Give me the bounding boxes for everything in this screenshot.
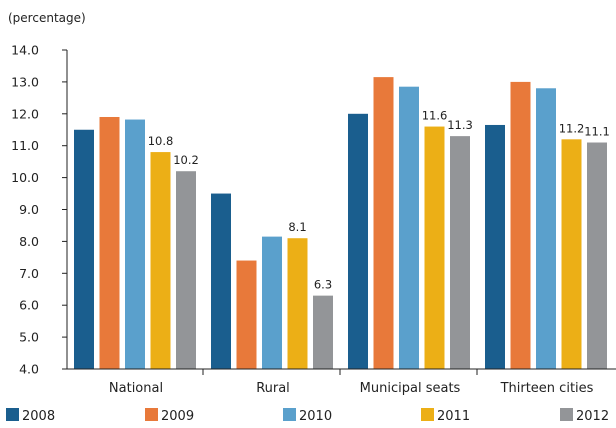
y-tick-label: 14.0	[11, 43, 39, 58]
bar-2011-thirteen-cities	[561, 139, 582, 369]
legend-swatch-2008	[6, 408, 19, 421]
bar-2010-rural	[262, 236, 282, 369]
y-tick-label: 8.0	[19, 234, 39, 249]
bar-2008-thirteen-cities	[485, 124, 505, 369]
bar-2011-municipal-seats	[424, 126, 445, 369]
bar-2011-national	[150, 152, 171, 369]
legend: 2008 2009 2010 2011 2012	[6, 408, 609, 424]
y-tick-label: 12.0	[11, 106, 39, 121]
y-tick-label: 6.0	[19, 298, 39, 313]
data-label: 8.1	[288, 220, 306, 234]
x-category-label: Thirteen cities	[500, 381, 594, 396]
legend-label-2012: 2012	[576, 409, 609, 424]
y-tick-label: 11.0	[11, 138, 39, 153]
bar-2009-thirteen-cities	[510, 81, 531, 370]
data-label: 6.3	[314, 278, 332, 292]
data-label: 11.3	[447, 118, 473, 132]
legend-swatch-2010	[283, 408, 296, 421]
legend-swatch-2011	[421, 408, 434, 421]
data-label: 11.2	[559, 121, 585, 135]
y-tick-label: 13.0	[11, 74, 39, 89]
bar-2012-thirteen-cities	[587, 142, 607, 369]
y-tick-label: 5.0	[19, 330, 39, 345]
bar-2009-rural	[236, 260, 257, 369]
y-axis-unit-label: (percentage)	[8, 11, 86, 25]
legend-label-2010: 2010	[299, 409, 332, 424]
bar-2008-rural	[211, 193, 231, 369]
x-category-label: National	[109, 381, 163, 396]
bar-2009-national	[99, 116, 120, 370]
bars	[74, 77, 607, 370]
bar-2009-municipal-seats	[373, 77, 394, 370]
bar-2012-rural	[313, 295, 333, 369]
bar-2012-national	[176, 171, 196, 369]
legend-label-2009: 2009	[161, 409, 194, 424]
bar-2008-municipal-seats	[348, 113, 368, 369]
data-label: 11.6	[422, 109, 448, 123]
data-label: 10.8	[148, 134, 174, 148]
bar-2010-national	[125, 119, 145, 370]
x-category-label: Rural	[256, 381, 290, 396]
legend-label-2008: 2008	[22, 409, 55, 424]
bar-2010-municipal-seats	[399, 86, 419, 369]
data-label: 10.2	[173, 153, 199, 167]
y-tick-label: 9.0	[19, 202, 39, 217]
legend-swatch-2009	[145, 408, 158, 421]
x-axis: National Rural Municipal seats Thirteen cit…	[67, 368, 616, 396]
y-tick-label: 7.0	[19, 266, 39, 281]
data-label: 11.1	[584, 125, 610, 139]
y-tick-label: 4.0	[19, 362, 39, 377]
bar-2008-national	[74, 129, 94, 369]
y-tick-label: 10.0	[11, 170, 39, 185]
legend-label-2011: 2011	[437, 409, 470, 424]
bar-2010-thirteen-cities	[536, 88, 556, 369]
bar-2012-municipal-seats	[450, 136, 470, 369]
data-labels: 10.8 10.2 8.1 6.3 11.611.3 11.2 11.1	[148, 109, 610, 292]
legend-swatch-2012	[560, 408, 573, 421]
x-category-label: Municipal seats	[360, 381, 461, 396]
bar-2011-rural	[287, 238, 308, 369]
y-axis: 4.0 5.0 6.0 7.0 8.0 9.0 10.0 11.0 12.0 13.0 14.0	[11, 43, 68, 377]
